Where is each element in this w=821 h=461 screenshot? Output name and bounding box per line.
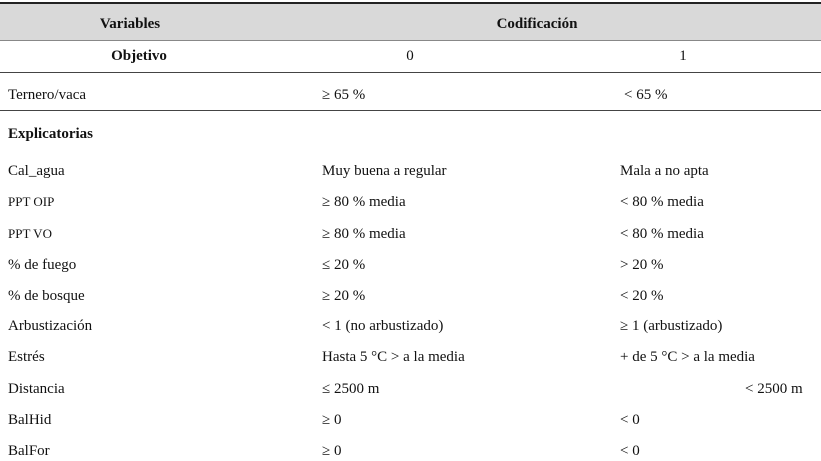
- row-value-1: < 0: [620, 412, 640, 428]
- row-value-0: ≤ 20 %: [322, 257, 366, 273]
- objective-name: Ternero/vaca: [8, 87, 87, 103]
- row-name: PPT VO: [8, 226, 52, 241]
- row-name: % de fuego: [8, 257, 77, 273]
- row-value-1: < 80 % media: [620, 226, 704, 242]
- row-value-1: < 20 %: [620, 288, 664, 304]
- row-name: PPT OIP: [8, 194, 55, 209]
- row-value-0: ≥ 80 % media: [322, 194, 406, 210]
- subheader-code-0: 0: [406, 48, 414, 64]
- row-value-1: < 0: [620, 443, 640, 459]
- row-name: Estrés: [8, 349, 45, 365]
- row-value-0: ≥ 20 %: [322, 288, 366, 304]
- row-value-0: ≤ 2500 m: [322, 381, 380, 397]
- row-value-0: Hasta 5 °C > a la media: [322, 349, 465, 365]
- row-value-0: ≥ 0: [322, 412, 342, 428]
- row-value-0: ≥ 80 % media: [322, 226, 406, 242]
- section-explicatorias: Explicatorias: [8, 126, 93, 142]
- row-name: BalFor: [8, 443, 50, 459]
- header-variables: Variables: [99, 16, 161, 32]
- subheader-rule: [0, 72, 821, 73]
- row-value-1: ≥ 1 (arbustizado): [620, 318, 723, 334]
- objective-value-0: ≥ 65 %: [322, 87, 366, 103]
- row-value-1: + de 5 °C > a la media: [620, 349, 755, 365]
- row-value-1: < 80 % media: [620, 194, 704, 210]
- header-rule: [0, 40, 821, 41]
- row-name: Arbustización: [8, 318, 93, 334]
- row-value-0: Muy buena a regular: [322, 163, 447, 179]
- row-name: Distancia: [8, 381, 65, 397]
- row-value-0: < 1 (no arbustizado): [322, 318, 444, 334]
- header-codificacion: Codificación: [496, 16, 578, 32]
- row-name: Cal_agua: [8, 163, 65, 179]
- row-name: % de bosque: [8, 288, 85, 304]
- objective-value-1: < 65 %: [624, 87, 668, 103]
- header-row-background: [0, 3, 821, 41]
- row-value-0: ≥ 0: [322, 443, 342, 459]
- top-rule: [0, 2, 821, 4]
- subheader-code-1: 1: [679, 48, 687, 64]
- row-name: BalHid: [8, 412, 52, 428]
- row-value-1: Mala a no apta: [620, 163, 709, 179]
- objective-rule: [0, 110, 821, 111]
- row-value-1: > 20 %: [620, 257, 664, 273]
- subheader-objetivo: Objetivo: [111, 48, 167, 64]
- row-value-1: < 2500 m: [745, 381, 803, 397]
